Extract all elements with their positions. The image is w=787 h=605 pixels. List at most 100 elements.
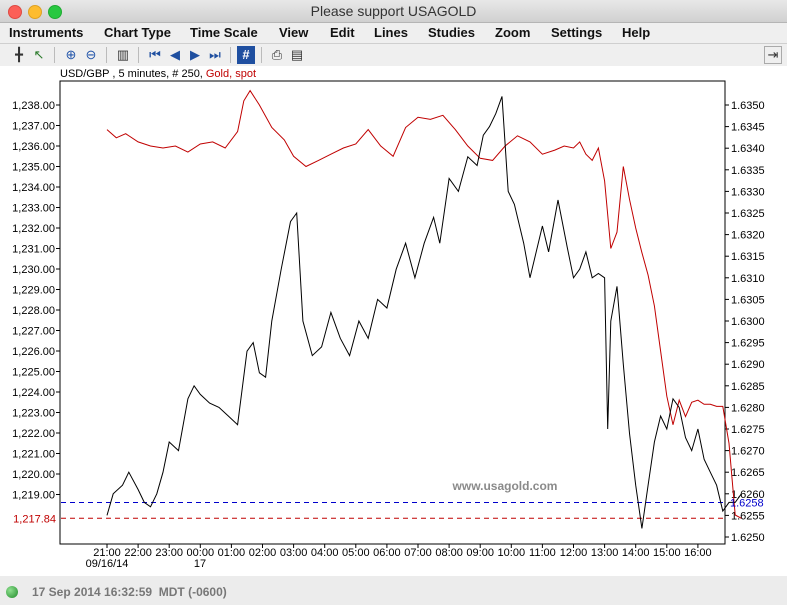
menu-zoom[interactable]: Zoom — [495, 25, 531, 40]
right-axis-tick-label: 1.6340 — [731, 143, 765, 155]
time-axis-tick-label: 07:00 — [404, 547, 432, 559]
zoom-out-icon[interactable]: ⊖ — [85, 47, 97, 62]
right-axis-tick-label: 1.6310 — [731, 273, 765, 285]
print-preview-icon[interactable]: ▤ — [290, 47, 304, 62]
close-window-button[interactable] — [8, 5, 22, 19]
chart-header: USD/GBP , 5 minutes, # 250, Gold, spot — [60, 68, 256, 80]
time-axis-tick-label: 16:00 — [684, 547, 712, 559]
left-axis-tick-label: 1,232.00 — [12, 223, 55, 235]
toolbar-divider — [138, 47, 139, 63]
bar-chart-icon[interactable]: ▥ — [116, 47, 130, 62]
right-axis-tick-label: 1.6325 — [731, 208, 765, 220]
right-axis-tick-label: 1.6260 — [731, 489, 765, 501]
title-bar: Please support USAGOLD — [0, 0, 787, 23]
time-axis-tick-label: 21:00 — [93, 547, 121, 559]
scroll-left-icon[interactable]: ⏮ — [149, 47, 161, 62]
left-axis-tick-label: 1,220.00 — [12, 469, 55, 481]
window-title: Please support USAGOLD — [310, 3, 477, 19]
crosshair-icon[interactable]: ╋ — [15, 47, 23, 62]
left-axis-tick-label: 1,238.00 — [12, 100, 55, 112]
gold-series-line — [106, 89, 742, 519]
time-axis-tick-label: 10:00 — [498, 547, 526, 559]
left-axis-tick-label: 1,224.00 — [12, 387, 55, 399]
right-axis-tick-label: 1.6315 — [731, 251, 765, 263]
minimize-window-button[interactable] — [28, 5, 42, 19]
zoom-in-icon[interactable]: ⊕ — [65, 47, 77, 62]
right-axis-tick-label: 1.6345 — [731, 122, 765, 134]
scroll-right-step-icon[interactable]: ▶ — [190, 47, 200, 62]
scroll-right-icon[interactable]: ⏭ — [209, 47, 221, 62]
time-axis-tick-label: 02:00 — [249, 547, 277, 559]
time-axis-tick-label: 09:00 — [466, 547, 494, 559]
toolbar-divider — [261, 47, 262, 63]
zoom-window-button[interactable] — [48, 5, 62, 19]
right-axis-tick-label: 1.6275 — [731, 424, 765, 436]
date-label-start: 09/16/14 — [86, 558, 129, 570]
time-axis-tick-label: 11:00 — [529, 547, 556, 559]
right-axis-tick-label: 1.6250 — [731, 532, 765, 544]
right-axis: 1.6250 1.6255 1.6260 1.6265 1.6270 1.6275 1.62… — [725, 100, 765, 544]
menu-help[interactable]: Help — [622, 25, 651, 40]
grid-icon[interactable]: # — [237, 46, 255, 64]
menu-view[interactable]: View — [279, 25, 309, 40]
left-axis-tick-label: 1,223.00 — [12, 408, 55, 420]
left-axis-tick-label: 1,231.00 — [12, 244, 55, 256]
menu-chart-type[interactable]: Chart Type — [104, 25, 171, 40]
scroll-left-step-icon[interactable]: ◀ — [170, 47, 180, 62]
right-axis-tick-label: 1.6335 — [731, 165, 765, 177]
connection-status-icon — [6, 586, 18, 598]
time-axis-tick-label: 05:00 — [342, 547, 370, 559]
header-second-series: Gold, spot — [206, 68, 256, 80]
header-details: , 5 minutes, # 250, — [109, 68, 203, 80]
right-axis-tick-label: 1.6320 — [731, 230, 765, 242]
chart-area[interactable]: USD/GBP , 5 minutes, # 250, Gold, spot 1,… — [0, 66, 787, 576]
cursor-icon[interactable]: ↖ — [33, 47, 45, 62]
toolbar-divider — [54, 47, 55, 63]
left-axis-tick-label: 1,226.00 — [12, 346, 55, 358]
date-label-next-day: 17 — [194, 558, 206, 570]
left-axis-tick-label: 1,229.00 — [12, 285, 55, 297]
usdgbp-last-value-label: 1.6258 — [730, 497, 764, 509]
time-axis-tick-label: 14:00 — [622, 547, 650, 559]
print-icon[interactable]: ⎙ — [271, 47, 283, 62]
time-axis: 21:00 22:00 23:00 00:00 01:00 02:00 03:00 04:00… — [93, 544, 712, 559]
time-axis-tick-label: 04:00 — [311, 547, 339, 559]
time-axis-tick-label: 03:00 — [280, 547, 308, 559]
menu-lines[interactable]: Lines — [374, 25, 408, 40]
time-axis-tick-label: 06:00 — [373, 547, 401, 559]
toolbar-divider — [106, 47, 107, 63]
menu-instruments[interactable]: Instruments — [9, 25, 84, 40]
right-axis-tick-label: 1.6255 — [731, 510, 765, 522]
header-instrument: USD/GBP — [60, 68, 109, 80]
left-axis-tick-label: 1,227.00 — [12, 326, 55, 338]
right-axis-tick-label: 1.6300 — [731, 316, 765, 328]
usdgbp-series-line — [106, 96, 742, 529]
right-axis-tick-label: 1.6265 — [731, 467, 765, 479]
watermark: www.usagold.com — [452, 479, 558, 493]
left-axis-tick-label: 1,230.00 — [12, 264, 55, 276]
left-axis: 1,219.00 1,220.00 1,221.00 1,222.00 1,223.00… — [12, 100, 60, 502]
time-axis-tick-label: 01:00 — [218, 547, 246, 559]
plot-frame — [59, 80, 726, 545]
right-axis-tick-label: 1.6295 — [731, 338, 765, 350]
left-axis-tick-label: 1,234.00 — [12, 182, 55, 194]
toolbar-divider — [230, 47, 231, 63]
right-axis-tick-label: 1.6290 — [731, 359, 765, 371]
price-chart[interactable]: USD/GBP , 5 minutes, # 250, Gold, spot 1,… — [0, 66, 787, 576]
menu-time-scale[interactable]: Time Scale — [190, 25, 258, 40]
left-axis-tick-label: 1,222.00 — [12, 428, 55, 440]
time-axis-tick-label: 22:00 — [124, 547, 152, 559]
menu-edit[interactable]: Edit — [330, 25, 355, 40]
time-axis-tick-label: 23:00 — [155, 547, 183, 559]
gold-last-value-label: 1,217.84 — [13, 513, 56, 525]
time-axis-tick-label: 15:00 — [653, 547, 681, 559]
menu-settings[interactable]: Settings — [551, 25, 603, 40]
right-axis-tick-label: 1.6330 — [731, 186, 765, 198]
right-axis-tick-label: 1.6350 — [731, 100, 765, 112]
left-axis-tick-label: 1,228.00 — [12, 305, 55, 317]
menu-studies[interactable]: Studies — [428, 25, 475, 40]
left-axis-tick-label: 1,236.00 — [12, 141, 55, 153]
pin-icon[interactable]: ⇥ — [764, 46, 782, 64]
status-bar: 17 Sep 2014 16:32:59 MDT (-0600) — [0, 580, 787, 605]
right-axis-tick-label: 1.6305 — [731, 294, 765, 306]
